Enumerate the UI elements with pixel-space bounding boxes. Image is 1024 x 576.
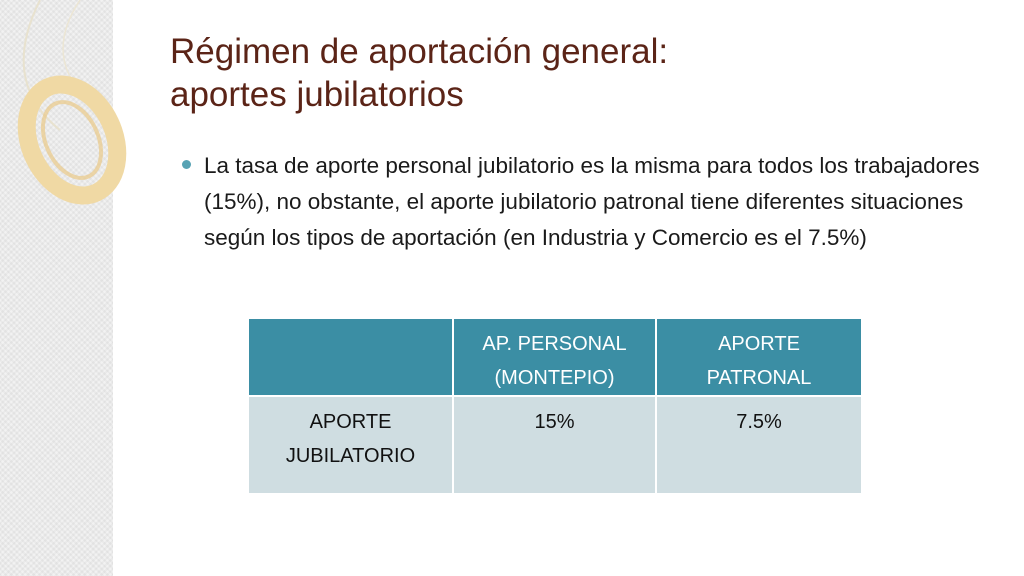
table-header-cell: AP. PERSONAL (MONTEPIO) [452,317,657,397]
title-line-2: aportes jubilatorios [170,75,464,114]
table-header-row: AP. PERSONAL (MONTEPIO) APORTE PATRONAL [247,317,863,397]
table-header-cell: APORTE PATRONAL [655,317,863,397]
title-line-1: Régimen de aportación general: [170,32,669,71]
table-header-cell [247,317,454,397]
slide-title: Régimen de aportación general: aportes j… [170,30,990,116]
table-cell: 15% [452,395,657,495]
ring-ornament-icon [17,0,127,205]
contribution-table: AP. PERSONAL (MONTEPIO) APORTE PATRONAL … [247,317,863,495]
table-cell: 7.5% [655,395,863,495]
bullet-item: La tasa de aporte personal jubilatorio e… [182,148,992,256]
table-row-label: APORTE JUBILATORIO [247,395,454,495]
table-row: APORTE JUBILATORIO 15% 7.5% [247,395,863,495]
bullet-dot-icon [182,160,191,169]
bullet-text: La tasa de aporte personal jubilatorio e… [204,153,980,250]
